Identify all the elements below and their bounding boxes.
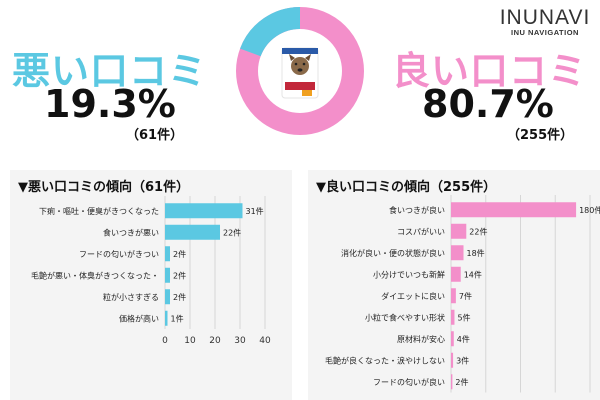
value-label: 2件 bbox=[173, 270, 186, 280]
category-label: 価格が高い bbox=[119, 313, 159, 323]
bar bbox=[451, 331, 454, 347]
category-label: 小粒で食べやすい形状 bbox=[365, 312, 445, 322]
x-tick-label: 20 bbox=[209, 336, 221, 346]
category-label: 食いつきが悪い bbox=[103, 227, 159, 237]
bar bbox=[165, 224, 220, 240]
value-label: 14件 bbox=[464, 269, 482, 279]
positive-reviews-percent: 80.7% bbox=[422, 82, 554, 126]
negative-reviews-title: 悪い口コミ bbox=[12, 49, 208, 93]
category-label: 食いつきが良い bbox=[389, 205, 445, 215]
value-label: 22件 bbox=[469, 226, 487, 236]
positive-trend-title: ▼良い口コミの傾向（255件） bbox=[316, 180, 497, 195]
value-label: 22件 bbox=[223, 227, 241, 237]
x-tick-label: 40 bbox=[259, 336, 271, 346]
category-label: 毛艶が良くなった・涙やけしない bbox=[325, 355, 445, 365]
bar bbox=[451, 223, 467, 239]
value-label: 2件 bbox=[173, 292, 186, 302]
category-label: 毛艶が悪い・体臭がきつくなった・ bbox=[31, 270, 159, 280]
bar bbox=[451, 309, 455, 325]
value-label: 3件 bbox=[456, 355, 469, 365]
category-label: 下痢・嘔吐・便臭がきつくなった bbox=[39, 206, 159, 216]
bar bbox=[451, 374, 453, 390]
bar bbox=[451, 245, 464, 261]
category-label: 消化が良い・便の状態が良い bbox=[341, 248, 445, 258]
category-label: 原材料が安心 bbox=[397, 334, 445, 344]
negative-reviews-percent: 19.3% bbox=[44, 82, 176, 126]
value-label: 2件 bbox=[455, 377, 468, 387]
x-tick-label: 10 bbox=[184, 336, 196, 346]
bar bbox=[165, 267, 170, 283]
positive-trend-chart: 050100150200食いつきが良い180件コスパがいい22件消化が良い・便の… bbox=[325, 195, 600, 400]
negative-reviews-count: （61件） bbox=[126, 128, 184, 143]
positive-reviews-title: 良い口コミ bbox=[392, 49, 588, 93]
brand-subtitle: INU NAVIGATION bbox=[511, 28, 579, 37]
positive-reviews-count: （255件） bbox=[507, 128, 574, 143]
bar bbox=[165, 203, 243, 219]
negative-trend-panel: ▼悪い口コミの傾向（61件） 0 10 20 30 40 下痢・嘔吐・便臭がきつくなった 3… bbox=[10, 170, 292, 400]
category-label: 小分けでいつも新鮮 bbox=[373, 269, 445, 279]
value-label: 4件 bbox=[457, 334, 470, 344]
category-label: コスパがいい bbox=[397, 226, 445, 236]
brand-logo: INUNAVI INU NAVIGATION bbox=[493, 6, 597, 37]
bar bbox=[451, 288, 456, 304]
dog-food-product-image bbox=[281, 47, 319, 99]
negative-trend-title: ▼悪い口コミの傾向（61件） bbox=[18, 180, 190, 195]
bar bbox=[165, 246, 170, 262]
x-tick-label: 0 bbox=[162, 336, 168, 346]
value-label: 2件 bbox=[173, 249, 186, 259]
donut-negative-segment bbox=[240, 7, 301, 57]
value-label: 7件 bbox=[459, 291, 472, 301]
value-label: 18件 bbox=[467, 248, 485, 258]
value-label: 31件 bbox=[246, 206, 264, 216]
share-donut bbox=[236, 7, 364, 135]
bar bbox=[165, 310, 168, 326]
value-label: 180件 bbox=[579, 205, 600, 215]
value-label: 5件 bbox=[457, 312, 470, 322]
value-label: 1件 bbox=[171, 313, 184, 323]
brand-name: INUNAVI bbox=[499, 6, 591, 29]
positive-trend-panel: ▼良い口コミの傾向（255件） 050100150200食いつきが良い180件コ… bbox=[308, 170, 600, 400]
summary-header: INUNAVI INU NAVIGATION 悪い口コミ 19.3% （61件）… bbox=[0, 0, 600, 170]
bar bbox=[451, 202, 577, 218]
category-label: フードの匂いがきつい bbox=[79, 249, 159, 259]
x-tick-label: 30 bbox=[234, 336, 246, 346]
bar bbox=[451, 352, 454, 368]
bar bbox=[451, 266, 461, 282]
bar bbox=[165, 289, 170, 305]
category-label: ダイエットに良い bbox=[381, 291, 445, 301]
category-label: 粒が小さすぎる bbox=[103, 292, 159, 302]
category-label: フードの匂いが良い bbox=[373, 377, 445, 387]
